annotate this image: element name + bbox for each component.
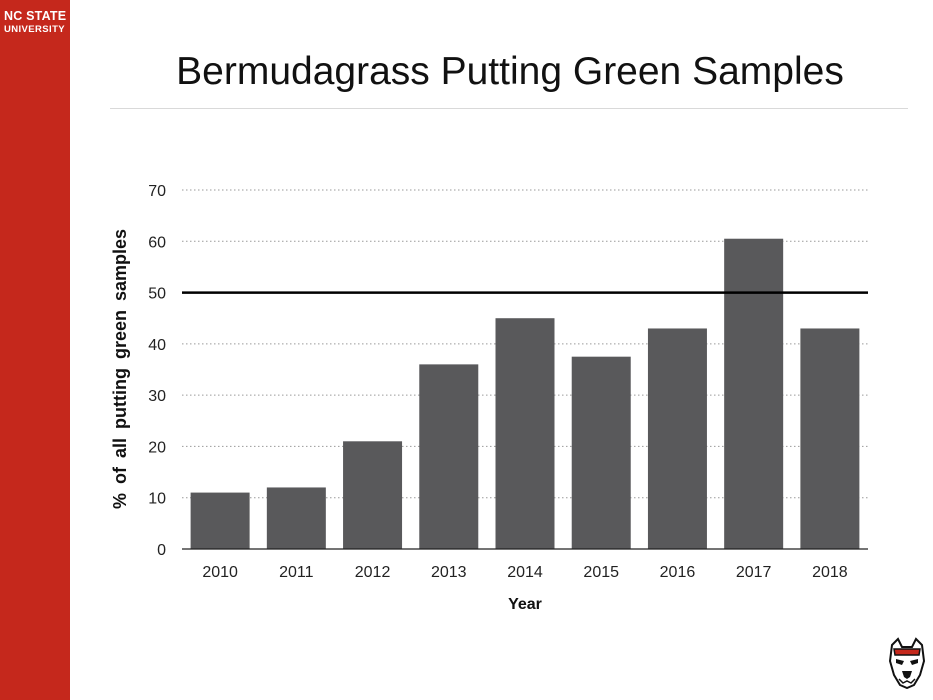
y-tick-label: 50: [148, 286, 166, 303]
y-tick-label: 10: [148, 491, 166, 508]
x-axis-label: Year: [508, 596, 542, 613]
y-tick-label: 20: [148, 439, 166, 456]
y-tick-label: 0: [157, 542, 166, 559]
bar-2018: [800, 328, 860, 549]
y-axis-label: % of all putting green samples: [110, 229, 130, 509]
bar-2011: [266, 487, 326, 549]
x-tick-label: 2011: [279, 564, 314, 581]
slide-title: Bermudagrass Putting Green Samples: [176, 50, 844, 93]
logo-line-2: UNIVERSITY: [4, 23, 66, 35]
y-tick-label: 30: [148, 388, 166, 405]
bar-2017: [724, 238, 784, 549]
bar-2016: [647, 328, 707, 549]
x-tick-label: 2014: [507, 564, 543, 581]
wolf-head-icon: [888, 637, 926, 689]
bar-2013: [419, 364, 479, 549]
x-tick-label: 2017: [736, 564, 772, 581]
y-axis-ticks: 0 10 20 30 40 50 60 70: [148, 183, 166, 559]
y-tick-label: 60: [148, 234, 166, 251]
x-tick-label: 2010: [202, 564, 238, 581]
title-divider: [110, 108, 908, 109]
brand-sidebar: NC STATE UNIVERSITY: [0, 0, 70, 700]
x-axis-ticks: 2010 2011 2012 2013 2014 2015 2016 2017 2018: [202, 564, 847, 581]
bars: [190, 238, 860, 549]
bar-2010: [190, 492, 250, 549]
bar-2014: [495, 318, 555, 549]
x-tick-label: 2012: [355, 564, 391, 581]
bar-2012: [343, 441, 403, 549]
bar-2015: [571, 356, 631, 549]
x-tick-label: 2016: [660, 564, 696, 581]
y-tick-label: 40: [148, 337, 166, 354]
x-tick-label: 2018: [812, 564, 848, 581]
logo-line-1: NC STATE: [4, 9, 67, 23]
university-logo: NC STATE UNIVERSITY: [4, 10, 66, 34]
x-tick-label: 2015: [583, 564, 619, 581]
x-tick-label: 2013: [431, 564, 467, 581]
y-tick-label: 70: [148, 183, 166, 200]
